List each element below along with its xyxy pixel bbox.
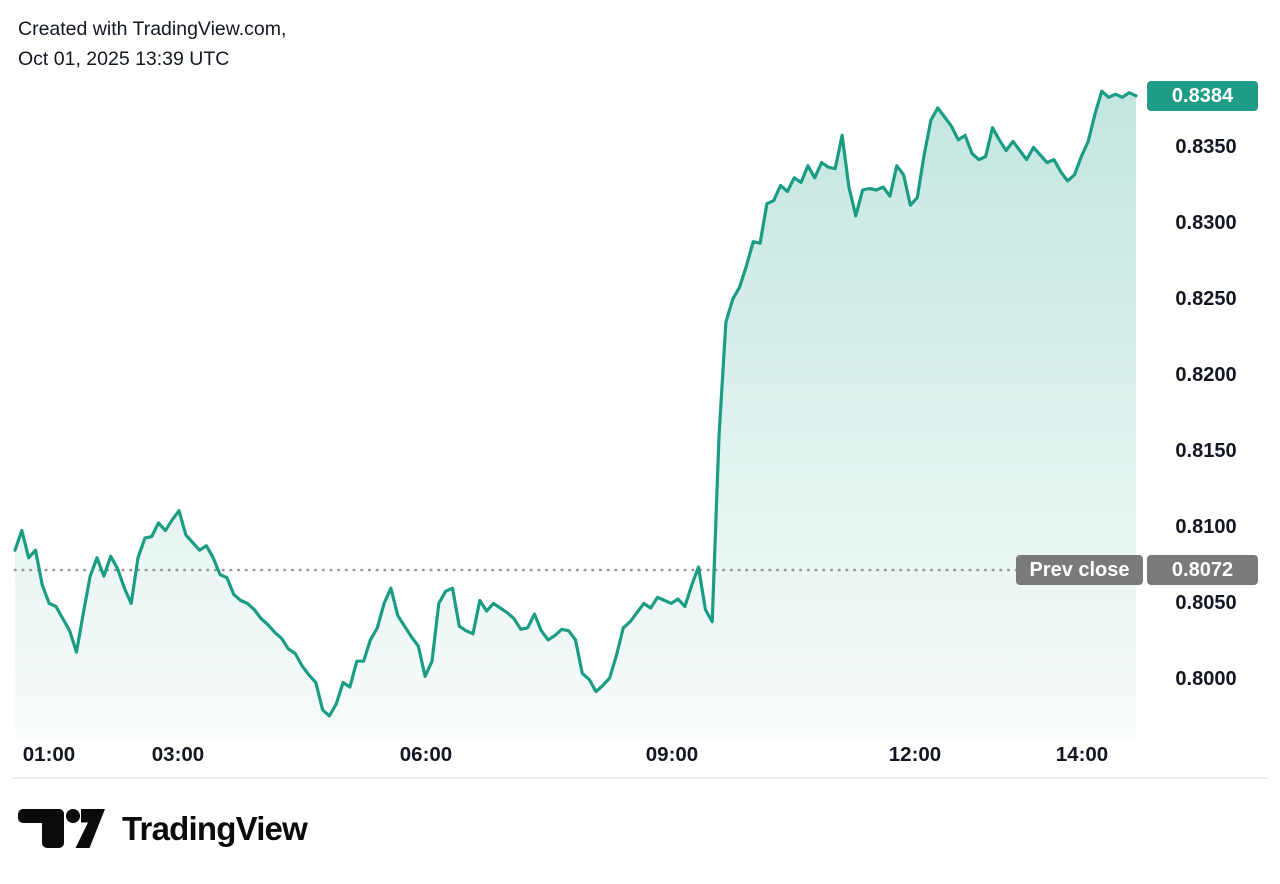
price-axis-tick: 0.8150	[1175, 440, 1237, 463]
price-axis-tick: 0.8250	[1175, 288, 1237, 311]
time-axis-tick: 14:00	[1055, 743, 1109, 766]
area-series-fill	[15, 91, 1136, 740]
price-line-series	[13, 89, 1138, 718]
price-axis-tick: 0.8200	[1175, 364, 1237, 387]
time-axis-tick: 09:00	[645, 743, 699, 766]
tradingview-logo-link[interactable]: TradingView	[18, 808, 308, 850]
prev-close-value-badge: 0.8072	[1147, 555, 1258, 585]
price-axis-tick: 0.8000	[1175, 668, 1237, 691]
time-axis-tick: 01:00	[22, 743, 76, 766]
created-with-line2: Oct 01, 2025 13:39 UTC	[18, 48, 230, 70]
price-axis-tick: 0.8300	[1175, 212, 1237, 235]
prev-close-label-badge: Prev close	[1016, 555, 1143, 585]
time-axis-tick: 12:00	[888, 743, 942, 766]
tradingview-logo-text: TradingView	[122, 810, 308, 847]
price-axis-tick: 0.8100	[1175, 516, 1237, 539]
time-axis-tick: 03:00	[151, 743, 205, 766]
time-axis-tick: 06:00	[399, 743, 453, 766]
tradingview-logo-icon	[18, 809, 105, 848]
price-axis-tick: 0.8350	[1175, 136, 1237, 159]
created-with-line1: Created with TradingView.com,	[18, 18, 287, 40]
bottom-separator	[12, 777, 1268, 779]
price-axis-tick: 0.8050	[1175, 592, 1237, 615]
created-with-note: Created with TradingView.com, Oct 01, 20…	[18, 14, 286, 74]
last-price-badge: 0.8384	[1147, 80, 1258, 111]
